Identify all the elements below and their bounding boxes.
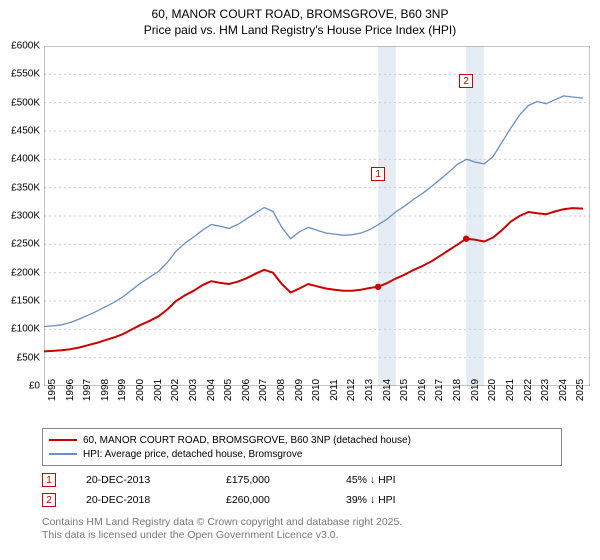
- annotation-index-box: 1: [42, 473, 56, 487]
- y-tick-label: £0: [0, 381, 40, 392]
- legend-item: 60, MANOR COURT ROAD, BROMSGROVE, B60 3N…: [49, 433, 555, 447]
- legend-label: 60, MANOR COURT ROAD, BROMSGROVE, B60 3N…: [83, 435, 411, 446]
- sale-marker-1: 1: [371, 167, 385, 181]
- footer-line2: This data is licensed under the Open Gov…: [42, 529, 402, 542]
- chart-title: 60, MANOR COURT ROAD, BROMSGROVE, B60 3N…: [0, 0, 600, 38]
- y-tick-label: £500K: [0, 97, 40, 108]
- annotation-date: 20-DEC-2018: [86, 494, 196, 506]
- annotation-row: 1 20-DEC-2013 £175,000 45% ↓ HPI: [42, 470, 436, 490]
- legend: 60, MANOR COURT ROAD, BROMSGROVE, B60 3N…: [42, 428, 562, 466]
- footer-attribution: Contains HM Land Registry data © Crown c…: [42, 516, 402, 542]
- annotation-price: £175,000: [226, 474, 316, 486]
- y-tick-label: £200K: [0, 267, 40, 278]
- title-line2: Price paid vs. HM Land Registry's House …: [0, 22, 600, 38]
- y-tick-label: £550K: [0, 69, 40, 80]
- sale-annotations: 1 20-DEC-2013 £175,000 45% ↓ HPI 2 20-DEC-201…: [42, 470, 436, 510]
- legend-item: HPI: Average price, detached house, Brom…: [49, 447, 555, 461]
- y-tick-label: £350K: [0, 182, 40, 193]
- y-tick-label: £300K: [0, 211, 40, 222]
- annotation-index-box: 2: [42, 493, 56, 507]
- plot-area: 12: [44, 46, 590, 386]
- legend-label: HPI: Average price, detached house, Brom…: [83, 449, 302, 460]
- annotation-delta: 45% ↓ HPI: [346, 474, 436, 486]
- y-tick-label: £250K: [0, 239, 40, 250]
- chart-area: £0 £50K £100K £150K £200K £250K £300K £350K £400…: [0, 40, 600, 420]
- y-tick-label: £450K: [0, 126, 40, 137]
- y-tick-label: £400K: [0, 154, 40, 165]
- annotation-date: 20-DEC-2013: [86, 474, 196, 486]
- legend-swatch: [49, 453, 77, 455]
- y-tick-label: £100K: [0, 324, 40, 335]
- sale-marker-2: 2: [459, 74, 473, 88]
- annotation-row: 2 20-DEC-2018 £260,000 39% ↓ HPI: [42, 490, 436, 510]
- annotation-delta: 39% ↓ HPI: [346, 494, 436, 506]
- title-line1: 60, MANOR COURT ROAD, BROMSGROVE, B60 3N…: [0, 6, 600, 22]
- x-tick-label: 2025: [575, 379, 600, 401]
- y-tick-label: £600K: [0, 41, 40, 52]
- y-tick-label: £150K: [0, 296, 40, 307]
- annotation-price: £260,000: [226, 494, 316, 506]
- footer-line1: Contains HM Land Registry data © Crown c…: [42, 516, 402, 529]
- legend-swatch: [49, 439, 77, 441]
- y-tick-label: £50K: [0, 352, 40, 363]
- chart-svg: [44, 46, 590, 386]
